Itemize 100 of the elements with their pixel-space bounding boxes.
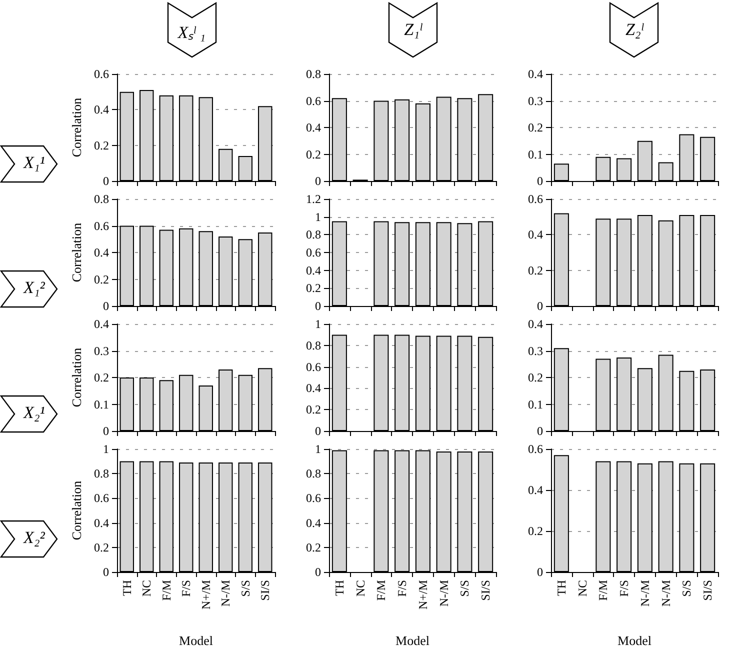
x-tick-label: SI/S [258,580,272,601]
y-tick-label: 1 [315,210,322,224]
y-tick-label: 0.8 [94,466,109,481]
y-tick-label: 0.4 [528,483,543,497]
x-tick-label: F/S [616,580,631,597]
y-tick-label: 0.3 [94,344,109,358]
y-tick-label: 0.4 [306,381,322,396]
y-tick-label: 0.6 [306,491,322,506]
x-axis-title: Model [396,633,430,648]
y-tick-label: 0.8 [306,67,322,81]
y-tick-label: 0.6 [94,67,109,81]
y-tick-label: 0.1 [528,397,543,412]
chart-title: Z₁ˡ [403,20,424,40]
y-tick-label: 0.4 [528,228,543,242]
text: X₁¹ [22,153,46,174]
y-tick-label: 0.2 [306,540,322,554]
y-tick-label: 0.2 [528,524,543,538]
y-tick-label: 0.4 [94,516,109,530]
y-tick-label: 0.2 [94,138,109,152]
y-tick-label: 0.6 [94,218,109,233]
y-tick-label: 0.2 [528,120,543,134]
x-tick-label: N+/M [198,580,213,610]
y-tick-label: 0.3 [528,94,543,108]
y-tick-label: 0.6 [528,442,543,456]
y-tick-label: 1 [315,317,322,331]
y-tick-label: 0.6 [528,192,543,206]
y-tick-label: 0 [315,565,322,579]
x-tick-label: N-/M [638,580,652,607]
y-tick-label: 0 [103,424,109,438]
chart-title: Xₛˡ ₁ [176,22,207,43]
y-axis-title: Correlation [69,347,84,408]
y-tick-label: 1 [103,442,109,456]
y-tick-label: 0 [536,565,543,579]
y-tick-label: 0.8 [306,338,322,352]
x-tick-label: NC [140,580,154,597]
y-tick-label: 0 [315,299,322,313]
y-tick-label: 0 [536,299,543,313]
y-tick-label: 0 [536,424,543,438]
y-axis-title: Correlation [69,97,84,158]
y-tick-label: 0.3 [528,344,543,358]
y-tick-label: 0 [315,424,322,438]
x-tick-label: TH [332,580,347,596]
y-tick-label: 0.4 [94,246,109,260]
y-tick-label: 0.2 [528,370,543,384]
y-tick-label: 0.2 [94,540,109,554]
y-tick-label: 0.6 [306,360,322,374]
y-tick-label: 0.4 [528,67,543,81]
y-tick-label: 0.6 [306,246,322,260]
x-tick-label: S/S [238,580,252,597]
y-tick-label: 0.4 [306,120,322,134]
text: X₂¹ [22,403,46,424]
y-tick-label: 0.4 [306,263,322,278]
x-tick-label: TH [120,580,134,596]
x-tick-label: F/S [179,580,194,597]
x-tick-label: F/S [395,580,410,597]
x-tick-label: TH [554,580,568,596]
x-tick-label: F/M [374,580,389,601]
y-tick-label: 0.8 [306,466,322,481]
x-axis-title: Model [617,633,652,648]
x-tick-label: F/M [159,580,174,601]
y-tick-label: 0.6 [94,491,109,506]
x-tick-label: N-/M [658,580,672,607]
x-tick-label: NC [574,580,589,597]
y-tick-label: 0.2 [306,147,322,162]
y-tick-label: 0.2 [528,263,543,278]
x-tick-label: S/S [679,580,694,597]
y-tick-label: 0 [103,565,109,579]
x-axis-title: Model [179,633,214,648]
y-axis-title: Correlation [69,222,84,282]
x-tick-label: SI/S [700,580,714,601]
y-tick-label: 0.8 [94,192,109,206]
text: X₂² [22,528,46,548]
y-tick-label: 0.4 [94,317,109,331]
y-tick-label: 0.1 [94,397,109,412]
y-tick-label: 0.2 [306,402,322,417]
y-tick-label: 0.4 [94,102,109,117]
x-tick-label: NC [354,580,368,597]
y-tick-label: 0.4 [528,317,543,331]
text: X₁² [22,278,46,298]
y-tick-label: 0.2 [94,370,109,384]
y-tick-label: 0.4 [306,516,322,530]
y-tick-label: 0 [536,174,543,188]
y-tick-label: 1 [315,442,322,456]
x-tick-label: SI/S [478,580,493,601]
y-tick-label: 0 [103,299,109,313]
y-tick-label: 0.8 [306,228,322,242]
x-tick-label: S/S [458,580,472,597]
y-tick-label: 0.6 [306,94,322,108]
y-tick-label: 0.2 [306,281,322,296]
x-tick-label: N-/M [437,580,452,607]
x-tick-label: N-/M [218,580,233,607]
y-axis-title: Correlation [69,480,84,540]
y-tick-label: 0.1 [528,147,543,162]
y-tick-label: 0 [315,174,322,188]
x-tick-label: F/M [596,580,610,601]
y-tick-label: 0.2 [94,272,109,286]
x-tick-label: N+/M [416,580,430,610]
chart-title: Z₂ˡ [624,20,645,40]
y-tick-label: 1.2 [306,192,322,206]
y-tick-label: 0 [103,174,109,188]
